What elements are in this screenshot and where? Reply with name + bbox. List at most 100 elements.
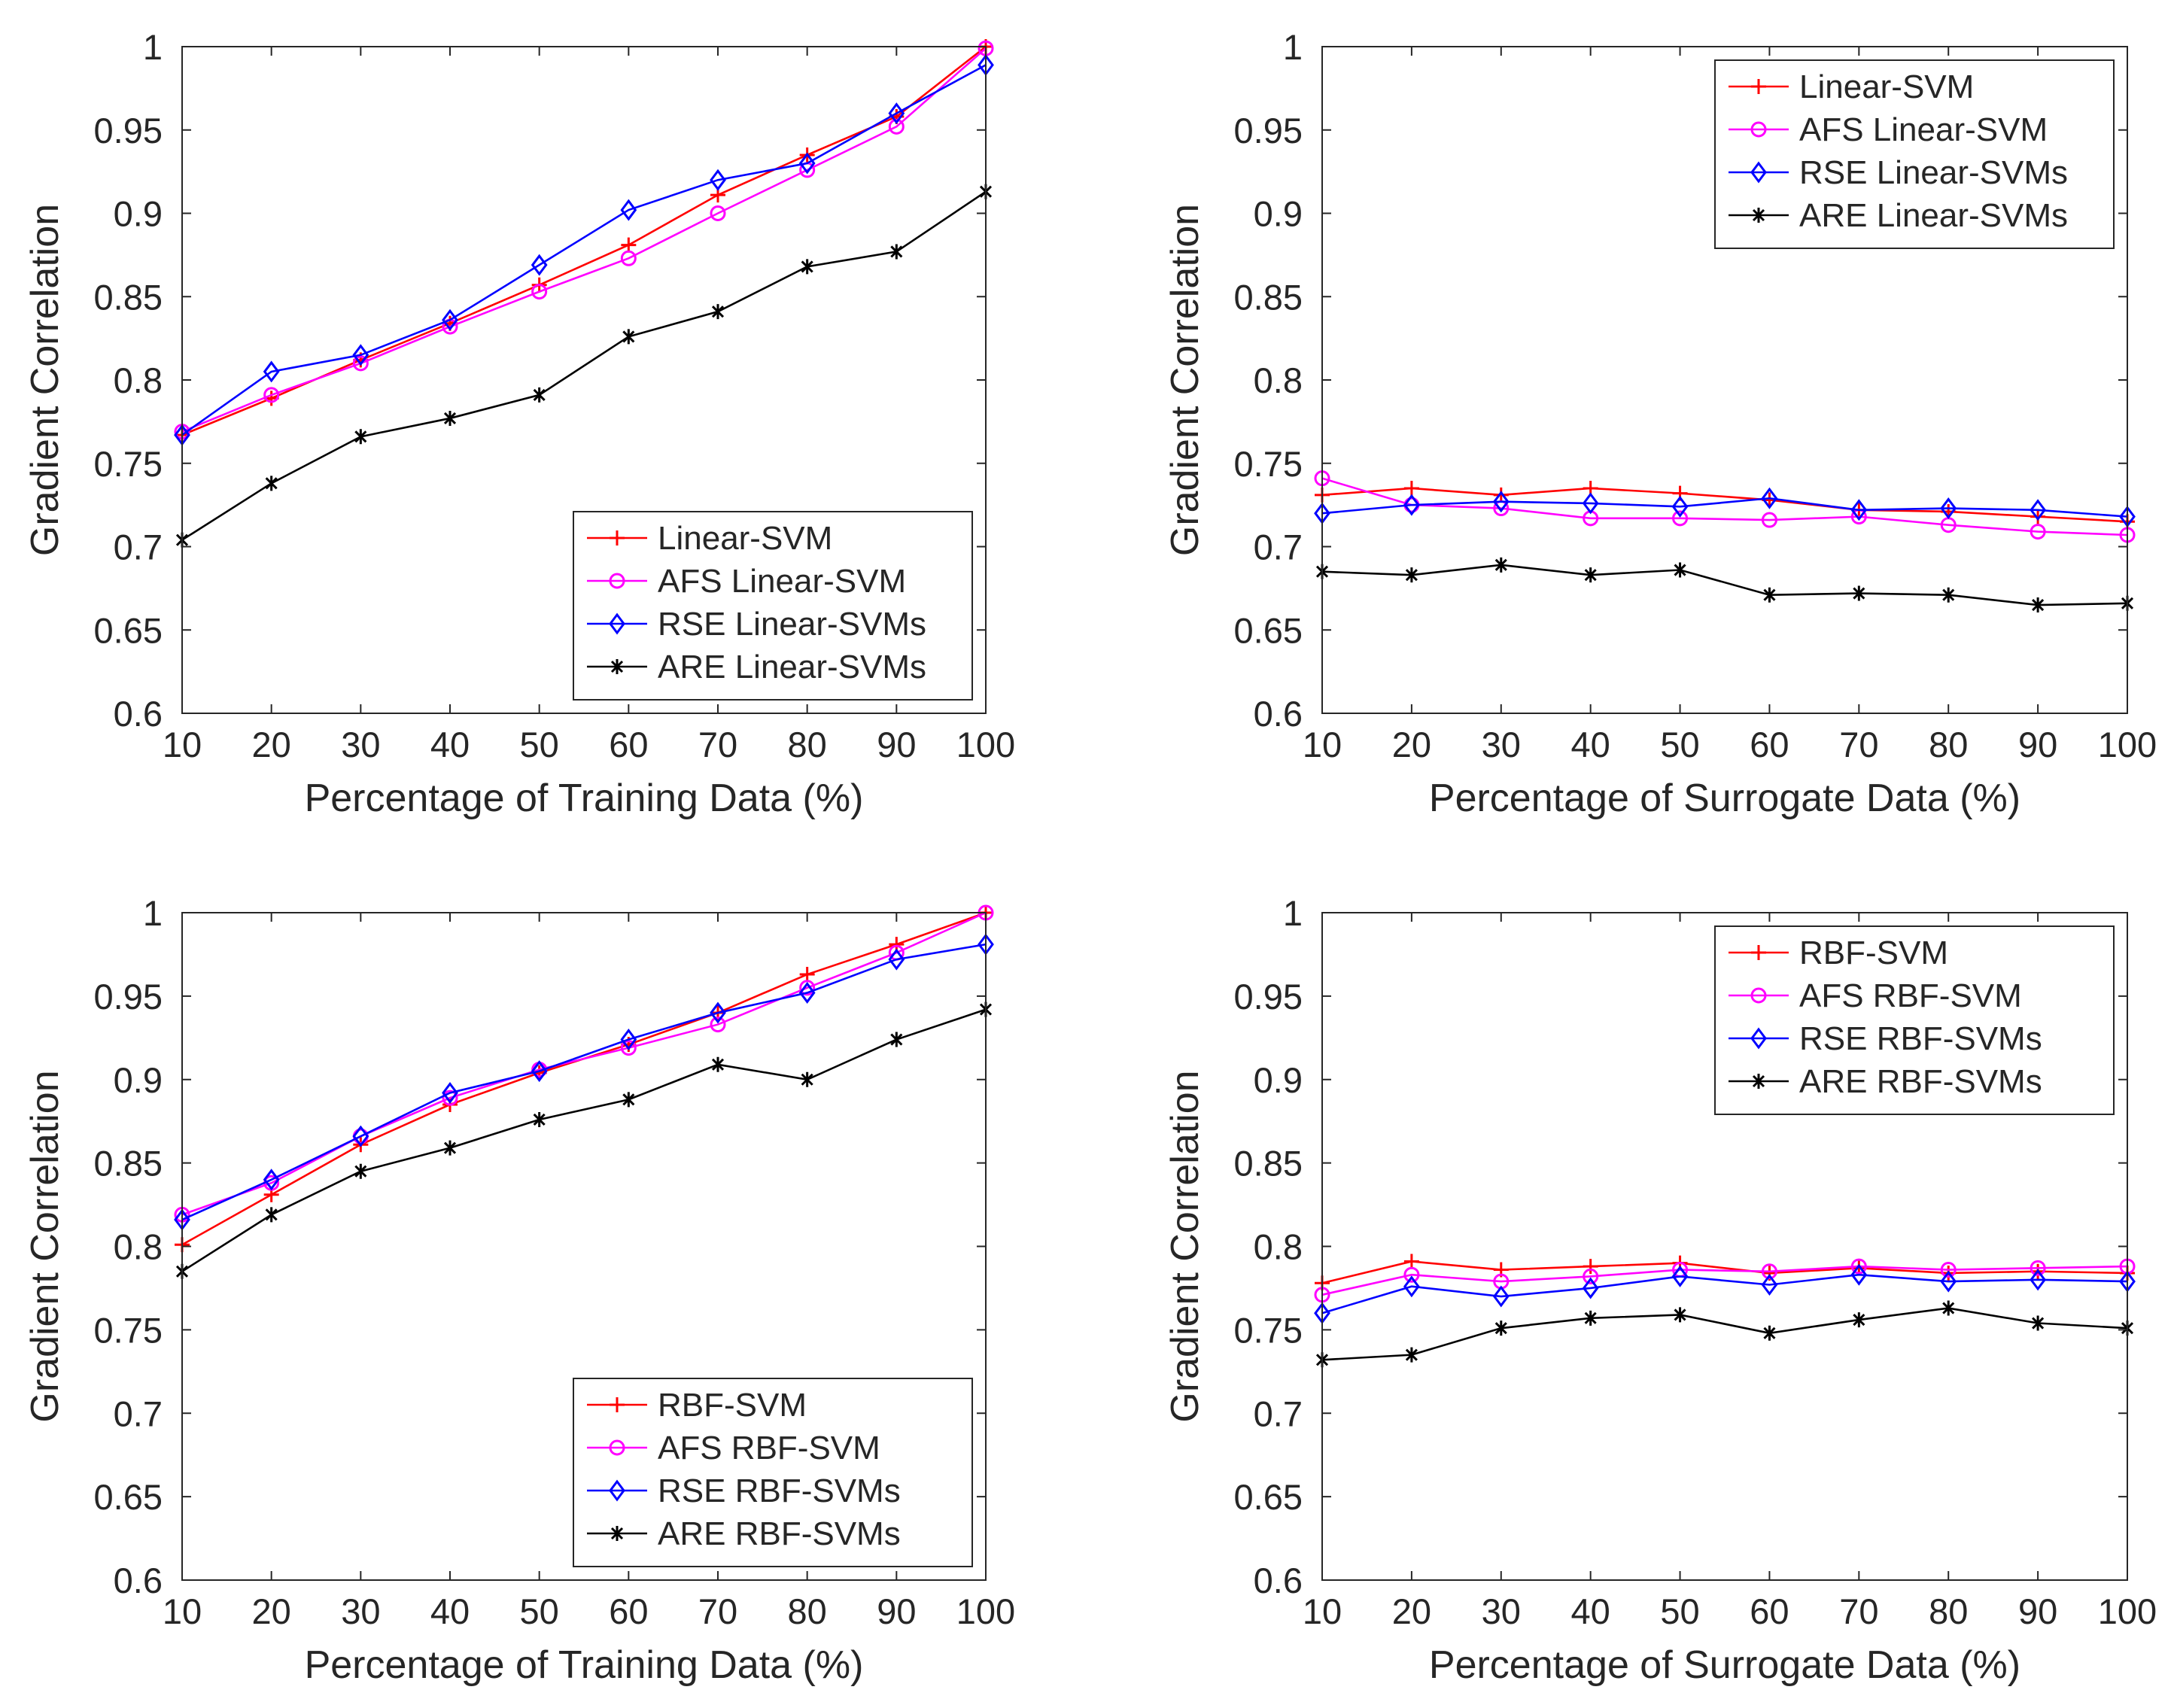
x-tick-label: 20 — [252, 1591, 291, 1631]
series-line — [1321, 1307, 2128, 1361]
data-point — [1583, 1268, 1599, 1284]
y-tick-label: 0.95 — [1234, 977, 1303, 1017]
y-tick-label: 0.65 — [1234, 610, 1303, 650]
legend-marker — [609, 1479, 625, 1502]
legend-entry-4: ARE Linear-SVMs — [1729, 197, 2068, 234]
legend-marker — [609, 573, 625, 589]
data-point — [1582, 1277, 1599, 1299]
legend-marker — [1750, 161, 1767, 184]
legend-label: AFS Linear-SVM — [1799, 111, 2048, 148]
y-axis-label: Gradient Correlation — [1163, 204, 1207, 556]
legend-label: RSE RBF-SVMs — [1799, 1020, 2042, 1057]
legend-marker — [610, 659, 624, 674]
legend-entry-4: ARE Linear-SVMs — [587, 649, 926, 685]
legend-marker — [609, 612, 625, 635]
legend-marker — [1752, 208, 1765, 223]
y-tick-label: 0.8 — [114, 360, 163, 400]
y-tick-label: 0.9 — [1254, 194, 1303, 234]
chart-panel-3: 10 20 30 40 50 60 70 80 90 100 0.6 0.65 0.7 0.75 0.8 0.… — [23, 893, 1015, 1687]
x-axis-label: Percentage of Surrogate Data (%) — [1429, 777, 2020, 820]
x-axis-label: Percentage of Training Data (%) — [305, 777, 864, 820]
series-line — [181, 943, 987, 1221]
x-tick-label: 30 — [341, 1591, 380, 1631]
data-point — [1850, 1258, 1867, 1275]
y-tick-label: 0.7 — [114, 527, 163, 567]
x-tick-label: 30 — [1482, 1591, 1521, 1631]
data-point — [352, 1125, 369, 1147]
data-point — [622, 329, 635, 345]
legend-entry-4: ARE RBF-SVMs — [587, 1515, 901, 1552]
y-axis-label: Gradient Correlation — [23, 1070, 67, 1422]
series-3 — [1314, 1263, 2136, 1324]
y-tick-label: 1 — [143, 893, 163, 933]
x-tick-label: 70 — [698, 725, 737, 764]
legend-entry-1: RBF-SVM — [1729, 935, 1948, 971]
data-point — [710, 169, 726, 191]
data-point — [1763, 587, 1776, 603]
data-point — [1672, 510, 1689, 527]
data-point — [620, 1029, 637, 1051]
data-point — [1942, 1300, 1955, 1316]
series-4 — [1315, 557, 2134, 613]
x-tick-label: 90 — [877, 1591, 916, 1631]
legend-entry-2: AFS Linear-SVM — [1729, 111, 2048, 148]
data-point — [620, 250, 637, 266]
data-point — [352, 344, 369, 366]
y-tick-label: 0.95 — [94, 111, 163, 150]
series-line — [1321, 1260, 2128, 1284]
data-point — [888, 102, 905, 125]
data-point — [890, 244, 903, 260]
y-axis-label: Gradient Correlation — [23, 204, 67, 556]
legend-label: AFS RBF-SVM — [1799, 977, 2022, 1014]
y-tick-label: 0.85 — [94, 277, 163, 317]
x-tick-label: 60 — [1750, 1591, 1789, 1631]
data-point — [801, 259, 813, 275]
data-point — [2032, 597, 2045, 613]
series-3 — [174, 933, 994, 1231]
data-point — [354, 1163, 367, 1179]
data-point — [1493, 487, 1509, 503]
legend: Linear-SVM AFS Linear-SVM RSE Linear-SVMs A… — [1714, 59, 2115, 249]
legend-entry-1: Linear-SVM — [587, 520, 832, 557]
y-tick-label: 0.75 — [1234, 1310, 1303, 1350]
y-axis-label: Gradient Correlation — [1163, 1070, 1207, 1422]
x-tick-label: 10 — [163, 1591, 202, 1631]
y-tick-label: 0.6 — [1254, 1561, 1303, 1600]
data-point — [265, 1207, 278, 1223]
series-line — [181, 47, 987, 433]
data-point — [442, 1081, 458, 1104]
chart-panel-2: 10 20 30 40 50 60 70 80 90 100 0.6 0.65 0.7 0.75 0.8 0.… — [1163, 27, 2157, 820]
data-point — [1582, 492, 1599, 515]
y-tick-label: 0.8 — [1254, 1227, 1303, 1267]
x-tick-label: 10 — [1303, 725, 1342, 764]
series-3 — [174, 53, 994, 446]
y-tick-label: 0.9 — [114, 194, 163, 234]
data-point — [1492, 1285, 1510, 1308]
legend-marker — [609, 1439, 625, 1456]
data-point — [1761, 487, 1778, 509]
y-tick-label: 1 — [1283, 893, 1303, 933]
data-point — [1671, 495, 1689, 518]
series-line — [1321, 564, 2128, 606]
x-tick-label: 80 — [788, 1591, 827, 1631]
x-tick-label: 50 — [520, 725, 559, 764]
y-tick-label: 0.65 — [1234, 1477, 1303, 1517]
x-tick-label: 10 — [163, 725, 202, 764]
data-point — [533, 1111, 546, 1127]
data-point — [1671, 1265, 1689, 1287]
data-point — [1850, 499, 1868, 521]
legend-marker — [1750, 1027, 1767, 1050]
legend-entry-4: ARE RBF-SVMs — [1729, 1063, 2042, 1100]
data-point — [1761, 1274, 1778, 1296]
data-point — [711, 1056, 725, 1072]
data-point — [620, 199, 637, 221]
y-tick-label: 0.7 — [114, 1393, 163, 1433]
data-point — [1403, 1275, 1420, 1298]
legend-entry-3: RSE RBF-SVMs — [587, 1472, 901, 1509]
legend-box — [573, 1378, 973, 1567]
x-tick-label: 10 — [1303, 1591, 1342, 1631]
data-point — [531, 284, 548, 300]
legend-label: Linear-SVM — [658, 520, 832, 557]
x-tick-label: 40 — [1571, 1591, 1610, 1631]
legend-label: AFS Linear-SVM — [658, 563, 906, 600]
